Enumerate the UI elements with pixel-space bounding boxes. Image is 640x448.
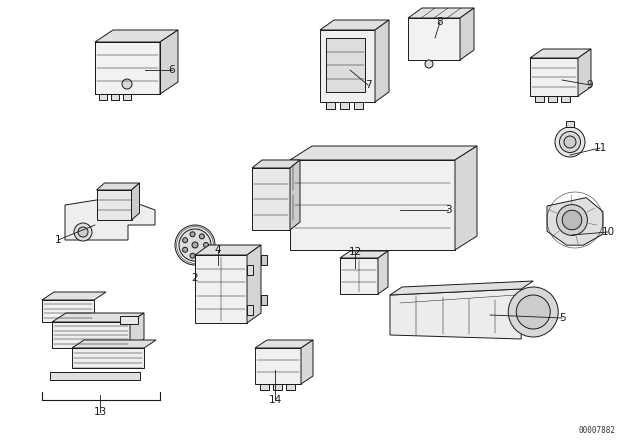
Text: 7: 7 bbox=[365, 80, 371, 90]
Circle shape bbox=[557, 205, 588, 235]
Bar bbox=[260, 384, 269, 390]
Text: 9: 9 bbox=[587, 80, 593, 90]
Circle shape bbox=[175, 225, 215, 265]
Polygon shape bbox=[160, 30, 178, 94]
Circle shape bbox=[192, 242, 198, 248]
Polygon shape bbox=[252, 160, 300, 168]
Polygon shape bbox=[375, 20, 389, 102]
Polygon shape bbox=[301, 340, 313, 384]
Bar bbox=[535, 96, 544, 102]
Text: 2: 2 bbox=[192, 273, 198, 283]
Text: 1: 1 bbox=[54, 235, 61, 245]
Circle shape bbox=[562, 210, 582, 230]
Circle shape bbox=[190, 253, 195, 258]
Text: 8: 8 bbox=[436, 17, 444, 27]
Polygon shape bbox=[460, 8, 474, 60]
Polygon shape bbox=[97, 183, 140, 190]
Bar bbox=[326, 38, 365, 92]
Circle shape bbox=[559, 132, 580, 152]
Polygon shape bbox=[290, 160, 455, 250]
Circle shape bbox=[516, 295, 550, 329]
Bar bbox=[273, 384, 282, 390]
Polygon shape bbox=[50, 372, 140, 380]
Polygon shape bbox=[340, 251, 388, 258]
Polygon shape bbox=[252, 168, 290, 230]
Bar bbox=[123, 94, 131, 100]
Polygon shape bbox=[408, 8, 474, 18]
Circle shape bbox=[190, 232, 195, 237]
Circle shape bbox=[179, 229, 211, 261]
Bar bbox=[99, 94, 107, 100]
Polygon shape bbox=[255, 340, 313, 348]
Polygon shape bbox=[578, 49, 591, 96]
Polygon shape bbox=[95, 42, 160, 94]
Polygon shape bbox=[131, 183, 140, 220]
Polygon shape bbox=[340, 258, 378, 294]
Polygon shape bbox=[530, 58, 578, 96]
Polygon shape bbox=[65, 195, 155, 240]
Polygon shape bbox=[378, 251, 388, 294]
Bar bbox=[340, 102, 349, 109]
Circle shape bbox=[74, 223, 92, 241]
Polygon shape bbox=[390, 281, 533, 295]
Bar bbox=[326, 102, 335, 109]
Polygon shape bbox=[390, 289, 521, 339]
Text: 00007882: 00007882 bbox=[579, 426, 616, 435]
Polygon shape bbox=[247, 245, 261, 323]
Text: 3: 3 bbox=[445, 205, 451, 215]
Polygon shape bbox=[42, 292, 106, 300]
Polygon shape bbox=[42, 300, 94, 322]
Circle shape bbox=[122, 79, 132, 89]
Bar bbox=[247, 305, 253, 315]
Text: 6: 6 bbox=[169, 65, 175, 75]
Text: 14: 14 bbox=[268, 395, 282, 405]
Bar bbox=[548, 96, 557, 102]
Polygon shape bbox=[195, 255, 247, 323]
Text: 4: 4 bbox=[214, 245, 221, 255]
Circle shape bbox=[182, 247, 188, 252]
Polygon shape bbox=[547, 198, 603, 245]
Polygon shape bbox=[320, 30, 375, 102]
Bar bbox=[566, 121, 574, 127]
Bar bbox=[261, 295, 267, 305]
Polygon shape bbox=[530, 49, 591, 58]
Polygon shape bbox=[320, 20, 389, 30]
Circle shape bbox=[204, 242, 209, 247]
Circle shape bbox=[199, 234, 204, 239]
Circle shape bbox=[78, 227, 88, 237]
Circle shape bbox=[199, 251, 204, 256]
Polygon shape bbox=[52, 322, 130, 348]
Polygon shape bbox=[52, 313, 144, 322]
Circle shape bbox=[508, 287, 558, 337]
Bar bbox=[561, 96, 570, 102]
Polygon shape bbox=[72, 340, 156, 348]
Bar bbox=[261, 255, 267, 265]
Polygon shape bbox=[255, 348, 301, 384]
Text: 13: 13 bbox=[93, 407, 107, 417]
Polygon shape bbox=[455, 146, 477, 250]
Bar bbox=[354, 102, 363, 109]
Text: 5: 5 bbox=[559, 313, 565, 323]
Bar bbox=[286, 384, 295, 390]
Circle shape bbox=[555, 127, 585, 157]
Polygon shape bbox=[72, 348, 144, 368]
Polygon shape bbox=[97, 190, 131, 220]
Text: 10: 10 bbox=[602, 227, 614, 237]
Polygon shape bbox=[195, 245, 261, 255]
Polygon shape bbox=[120, 316, 138, 324]
Polygon shape bbox=[290, 146, 477, 160]
Circle shape bbox=[182, 238, 188, 243]
Bar bbox=[111, 94, 119, 100]
Polygon shape bbox=[95, 30, 178, 42]
Polygon shape bbox=[290, 160, 300, 230]
Circle shape bbox=[564, 136, 576, 148]
Text: 11: 11 bbox=[593, 143, 607, 153]
Circle shape bbox=[425, 60, 433, 68]
Text: 12: 12 bbox=[348, 247, 362, 257]
Polygon shape bbox=[408, 18, 460, 60]
Bar bbox=[247, 265, 253, 275]
Polygon shape bbox=[130, 313, 144, 348]
